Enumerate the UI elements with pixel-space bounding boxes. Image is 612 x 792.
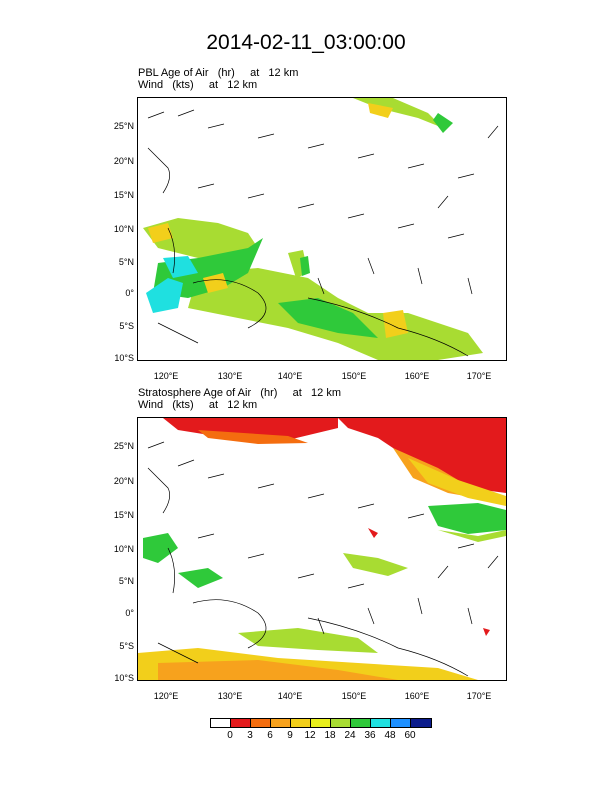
colorbar-swatch [371,719,391,727]
p1-lat-10n: 10°N [113,224,134,234]
p2-lat-10s: 10°S [114,673,134,683]
colorbar-label: 60 [404,730,416,741]
p2-lon-150e: 150°E [341,691,367,701]
figure-title: 2014-02-11_03:00:00 [206,31,406,54]
p2-lat-10n: 10°N [113,544,134,554]
strat-age-map [137,417,507,681]
p1-lat-10s: 10°S [114,353,134,363]
colorbar-label: 18 [324,730,336,741]
p1-lon-130e: 130°E [217,371,243,381]
panel2-wind-label: Wind (kts) at 12 km [138,399,258,411]
colorbar-swatch [331,719,351,727]
colorbar-swatch [351,719,371,727]
colorbar-label: 36 [364,730,376,741]
colorbar-swatch [271,719,291,727]
p2-lon-130e: 130°E [217,691,243,701]
p2-lon-120e: 120°E [153,691,179,701]
pbl-age-field [143,98,499,360]
colorbar-swatch [251,719,271,727]
p1-lat-20n: 20°N [113,156,134,166]
p1-lon-150e: 150°E [341,371,367,381]
p1-lat-15n: 15°N [113,190,134,200]
p1-lon-170e: 170°E [466,371,492,381]
p1-lat-25n: 25°N [113,121,134,131]
p1-lat-5n: 5°N [118,257,134,267]
colorbar-swatch [231,719,251,727]
colorbar-label: 12 [304,730,316,741]
panel1-wind-label: Wind (kts) at 12 km [138,79,258,91]
colorbar [210,718,432,728]
p2-lat-5s: 5°S [119,641,134,651]
colorbar-label: 3 [247,730,253,741]
colorbar-label: 6 [267,730,273,741]
p2-lat-20n: 20°N [113,476,134,486]
colorbar-swatch [411,719,431,727]
p2-lat-15n: 15°N [113,510,134,520]
colorbar-swatch [311,719,331,727]
colorbar-label: 0 [227,730,233,741]
p1-lat-0: 0° [125,288,134,298]
panel2-field-label: Stratosphere Age of Air (hr) at 12 km [138,387,341,399]
p2-lat-5n: 5°N [118,576,134,586]
colorbar-label: 24 [344,730,356,741]
p1-lon-120e: 120°E [153,371,179,381]
p2-lon-140e: 140°E [277,691,303,701]
p1-lon-160e: 160°E [404,371,430,381]
p2-lat-25n: 25°N [113,441,134,451]
panel1-field-label: PBL Age of Air (hr) at 12 km [138,67,299,79]
pbl-age-map [137,97,507,361]
p2-lon-160e: 160°E [404,691,430,701]
p1-lat-5s: 5°S [119,321,134,331]
colorbar-label: 48 [384,730,396,741]
strat-age-field [138,418,506,680]
colorbar-label: 9 [287,730,293,741]
colorbar-swatch [391,719,411,727]
colorbar-swatch [291,719,311,727]
p1-lon-140e: 140°E [277,371,303,381]
colorbar-swatch [211,719,231,727]
p2-lon-170e: 170°E [466,691,492,701]
p2-lat-0: 0° [125,608,134,618]
